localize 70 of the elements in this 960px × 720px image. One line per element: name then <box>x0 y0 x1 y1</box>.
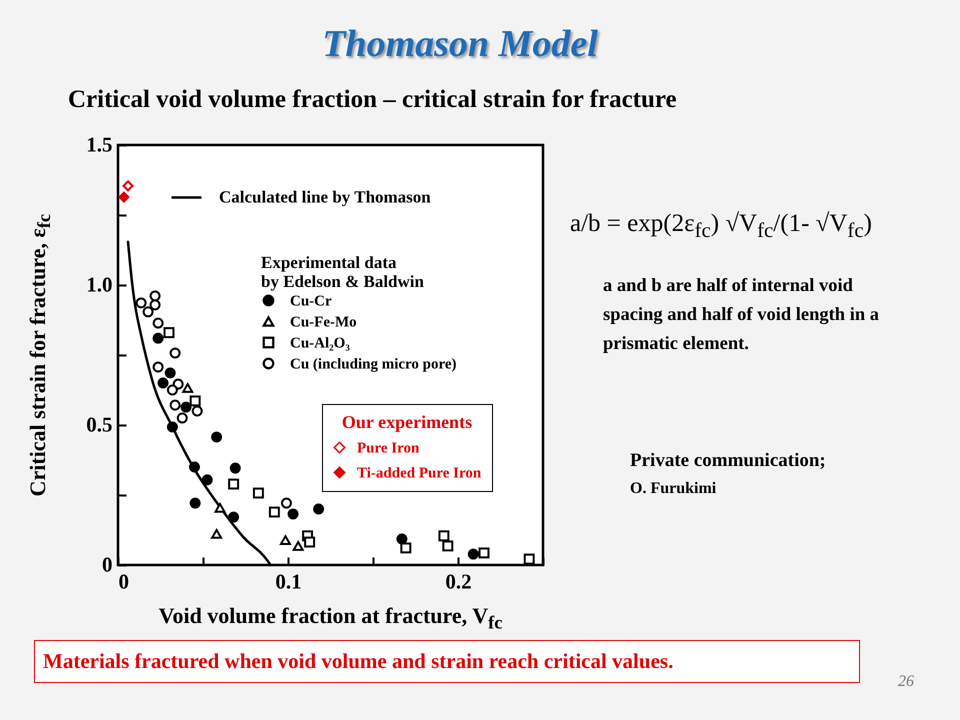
y-tick-label: 0 <box>102 552 112 576</box>
text: 26 <box>898 673 914 691</box>
point <box>292 541 304 551</box>
point <box>211 529 222 539</box>
point <box>158 378 169 388</box>
point <box>228 512 240 523</box>
legend-label: Cu-Al₂O₃ <box>290 336 350 352</box>
point <box>152 332 164 344</box>
point <box>180 402 192 413</box>
legend-label: Ti-added Pure Iron <box>357 466 482 482</box>
point <box>118 192 130 203</box>
legend-label: Cu-Cr <box>290 294 332 310</box>
legend-title: Experimental data by Edelson & Baldwin <box>261 253 425 291</box>
point <box>150 299 161 310</box>
point <box>228 478 240 490</box>
point <box>230 462 241 474</box>
point <box>170 400 181 411</box>
point <box>438 530 450 542</box>
point <box>166 421 178 432</box>
legend-label: Calculated line by Thomason <box>219 188 432 206</box>
point <box>136 297 147 308</box>
point <box>176 412 188 424</box>
point <box>214 503 226 513</box>
text: Private communication; <box>630 450 826 472</box>
chart-subtitle: Critical void volume fraction – critical strain for fracture <box>68 86 677 114</box>
point <box>281 498 292 509</box>
point <box>468 548 479 560</box>
point <box>190 498 201 509</box>
point <box>170 348 181 359</box>
point <box>280 535 291 545</box>
point <box>142 306 154 318</box>
point <box>288 508 299 520</box>
text: a and b are half of internal void spacing and half of void length in a prismatic element. <box>603 275 880 356</box>
chart-title: Thomason Model <box>321 22 599 66</box>
point <box>478 547 490 558</box>
y-tick-label: 0.5 <box>86 412 112 436</box>
point <box>211 432 222 443</box>
text: a/b = exp(2ε$_{fc}$) √V$_{fc}$/(1- √V$_{fc}$) <box>570 210 872 243</box>
point <box>268 506 280 518</box>
text: Materials fractured when void volume and strain reach critical values. <box>34 640 860 683</box>
point <box>252 488 264 499</box>
point <box>189 462 200 472</box>
point <box>166 384 178 396</box>
x-axis-title: Void volume fraction at fracture, V$_{fc}$ <box>158 603 504 634</box>
x-tick-label: 0.1 <box>275 570 302 594</box>
point <box>164 327 174 338</box>
y-tick-label: 1.5 <box>86 132 112 156</box>
point <box>122 180 134 192</box>
point <box>150 290 161 302</box>
point <box>202 474 213 486</box>
y-tick-label: 1.0 <box>86 272 112 296</box>
point <box>192 406 203 416</box>
text: O. Furukimi <box>630 480 716 498</box>
legend-label: Cu-Fe-Mo <box>290 314 357 330</box>
point <box>182 383 194 393</box>
legend-label: Pure Iron <box>357 440 420 456</box>
legend-label: Cu (including micro pore) <box>290 356 457 372</box>
point <box>396 533 408 544</box>
point <box>524 554 535 565</box>
point <box>442 540 454 552</box>
annotation: Our experiments <box>342 412 472 432</box>
point <box>152 362 164 373</box>
point <box>400 542 412 554</box>
point <box>304 536 316 548</box>
point <box>152 318 164 329</box>
point <box>190 395 201 406</box>
x-tick-label: 0.2 <box>445 570 472 594</box>
point <box>164 367 176 378</box>
point <box>313 504 324 514</box>
x-tick-label: 0 <box>118 570 129 594</box>
